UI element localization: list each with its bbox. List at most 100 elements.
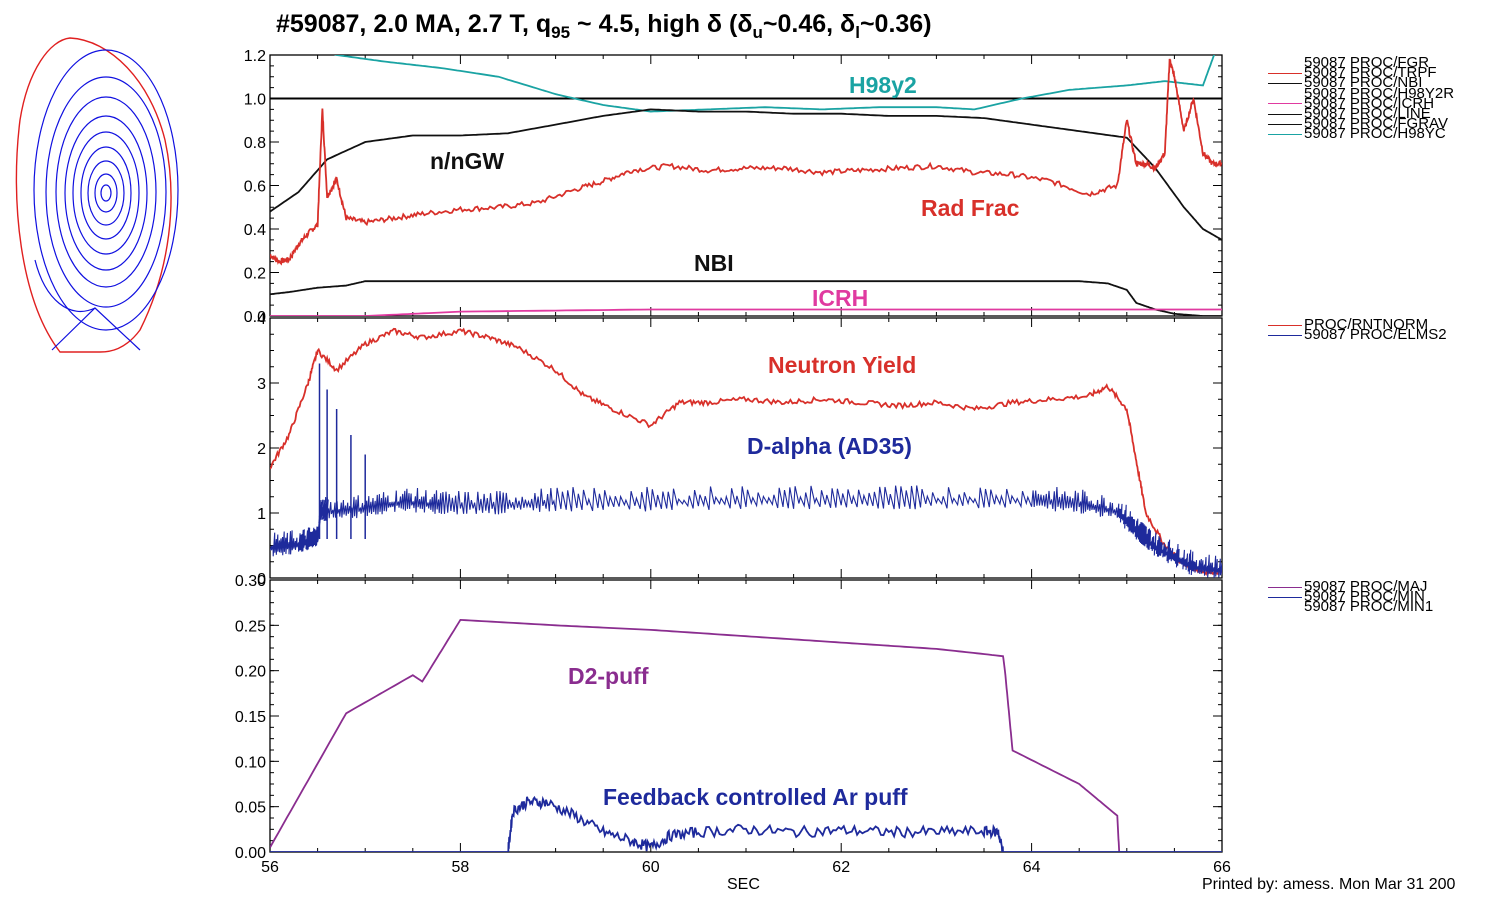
series-icrh — [270, 308, 1222, 316]
legend-bottom: 59087 PROC/MAJ 59087 PROC/MIN 59087 PROC/M… — [1268, 578, 1434, 616]
panel-frame-0 — [269, 54, 1223, 317]
legend-entry: 59087 PROC/NBI — [1268, 74, 1454, 92]
y-tick-label: 0.15 — [235, 709, 266, 726]
series-line-ngw — [270, 108, 1222, 241]
legend-label: 59087 PROC/LINE — [1304, 105, 1431, 123]
label-rad-frac: Rad Frac — [921, 195, 1020, 221]
flux-surfaces — [33, 49, 179, 351]
series-ngw — [270, 108, 1222, 241]
legend-entry: 59087 PROC/MIN1 — [1268, 598, 1434, 616]
vessel-outline — [15, 37, 172, 353]
legend-label: 59087 PROC/MIN — [1304, 588, 1425, 606]
legend-entry: 59087 PROC/MIN — [1268, 588, 1433, 606]
legend-label: 59087 PROC/H98Y2R — [1304, 84, 1455, 102]
legend-label: 59087 PROC/FGR — [1304, 54, 1430, 72]
legend-swatch — [1268, 596, 1302, 598]
x-tick-label: 58 — [452, 859, 470, 876]
x-tick-label: 56 — [261, 859, 279, 876]
legend-swatch — [1268, 123, 1302, 125]
y-tick-label: 0.4 — [244, 222, 266, 239]
printed-by: Printed by: amess. Mon Mar 31 200 — [1202, 876, 1456, 893]
y-tick-label: 0.10 — [235, 754, 266, 771]
legend-label: 59087 PROC/TRPF — [1304, 64, 1437, 82]
y-tick-label: 4 — [257, 311, 266, 328]
legend-swatch — [1268, 133, 1302, 135]
legend-label: 59087 PROC/ICRH — [1304, 94, 1435, 112]
legend-label: 59087 PROC/MIN1 — [1304, 598, 1434, 616]
legend-entry: 59087 PROC/TRPF — [1268, 64, 1454, 82]
legend-entry: 59087 PROC/ICRH — [1268, 94, 1454, 112]
series-ar — [270, 795, 1222, 852]
series-line-icrh — [270, 308, 1222, 316]
series-line-d2 — [270, 618, 1127, 852]
y-tick-label: 1.2 — [244, 48, 266, 65]
y-tick-label: 0 — [257, 571, 266, 588]
legend-swatch — [1268, 103, 1302, 105]
series-line-neutron — [270, 327, 1222, 576]
label-neutron-yield: Neutron Yield — [768, 352, 917, 378]
y-tick-label: 1.0 — [244, 92, 266, 109]
y-tick-label: 0.6 — [244, 179, 266, 196]
series-line-rad — [270, 58, 1222, 266]
x-tick-label: 64 — [1023, 859, 1041, 876]
y-tick-label: 0.00 — [235, 845, 266, 862]
legend-entry: 59087 PROC/LINE — [1268, 105, 1454, 123]
label-nbi: NBI — [694, 250, 734, 276]
legend-entry: 59087 PROC/ELMS2 — [1268, 326, 1447, 344]
legend-label: 59087 PROC/ELMS2 — [1304, 326, 1447, 344]
y-tick-label: 0.0 — [244, 309, 266, 326]
series-line-dalpha — [270, 485, 1222, 578]
legend-swatch — [1268, 113, 1302, 115]
y-tick-label: 0.30 — [235, 573, 266, 590]
legend-entry: 59087 PROC/FGRAV — [1268, 115, 1454, 133]
series-neutron — [270, 327, 1222, 576]
y-tick-label: 1 — [257, 506, 266, 523]
legend-label: 59087 PROC/FGRAV — [1304, 115, 1448, 133]
legend-entry: 59087 PROC/H98Y2R — [1268, 84, 1455, 102]
y-tick-label: 2 — [257, 441, 266, 458]
series-nbi — [270, 280, 1222, 316]
legend-swatch — [1268, 586, 1302, 588]
flux-surface-outer — [33, 49, 179, 331]
legend-swatch — [1268, 82, 1302, 84]
label-icrh: ICRH — [812, 285, 869, 311]
y-tick-label: 0.2 — [244, 266, 266, 283]
legend-entry: 59087 PROC/H98YC — [1268, 125, 1454, 143]
series-line-ar — [270, 795, 1222, 852]
panel-frame-1 — [269, 317, 1223, 579]
legend-swatch — [1268, 63, 1302, 64]
legend-swatch — [1268, 334, 1302, 336]
legend-entry: PROC/RNTNORM — [1268, 316, 1447, 334]
legend-label: PROC/RNTNORM — [1304, 316, 1429, 334]
label-ngw: n/nGW — [430, 148, 505, 174]
series-d2 — [270, 618, 1127, 852]
label-d-alpha: D-alpha (AD35) — [747, 433, 912, 459]
legend-label: 59087 PROC/NBI — [1304, 74, 1423, 92]
series-line-nbi — [270, 280, 1222, 316]
x-axis-title: SEC — [727, 876, 760, 893]
label-d2-puff: D2-puff — [568, 663, 649, 689]
y-tick-label: 0.8 — [244, 135, 266, 152]
label-ar-puff: Feedback controlled Ar puff — [603, 784, 908, 810]
legend-swatch — [1268, 93, 1302, 94]
panel-frame-2 — [269, 579, 1223, 853]
legend-swatch — [1268, 72, 1302, 74]
equilibrium-figure — [15, 37, 179, 353]
y-tick-label: 0.25 — [235, 618, 266, 635]
x-tick-label: 62 — [832, 859, 850, 876]
x-tick-label: 66 — [1213, 859, 1231, 876]
x-tick-label: 60 — [642, 859, 660, 876]
y-tick-label: 0.20 — [235, 664, 266, 681]
legend-swatch — [1268, 607, 1302, 608]
legend-middle: PROC/RNTNORM 59087 PROC/ELMS2 — [1268, 316, 1447, 344]
y-tick-label: 3 — [257, 376, 266, 393]
series-dalpha — [270, 363, 1222, 578]
label-h98: H98y2 — [849, 72, 917, 98]
legend-label: 59087 PROC/MAJ — [1304, 578, 1428, 596]
y-tick-label: 0.05 — [235, 800, 266, 817]
legend-swatch — [1268, 324, 1302, 326]
legend-entry: 59087 PROC/MAJ — [1268, 578, 1433, 596]
chart-title: #59087, 2.0 MA, 2.7 T, q95 ~ 4.5, high δ… — [276, 10, 932, 42]
legend-label: 59087 PROC/H98YC — [1304, 125, 1446, 143]
